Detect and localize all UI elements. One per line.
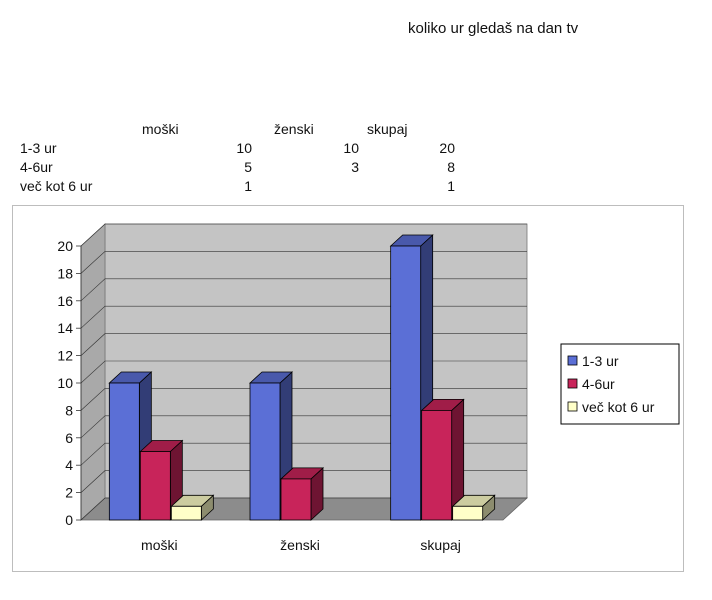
table-cell: 10 xyxy=(343,140,359,156)
bar xyxy=(280,478,312,521)
table-row: več kot 6 ur 1 1 xyxy=(20,177,455,196)
table-header-cell: ženski xyxy=(274,121,314,137)
table-cell xyxy=(252,177,359,196)
table-header-cell: moški xyxy=(142,121,179,137)
table-cell: 1 xyxy=(244,178,252,194)
bar xyxy=(249,382,281,521)
bar xyxy=(452,505,484,521)
y-tick-label: 16 xyxy=(57,293,73,309)
legend-swatch xyxy=(567,378,578,389)
gridline xyxy=(80,442,527,466)
gridline xyxy=(80,333,527,356)
table-cell: 3 xyxy=(351,159,359,175)
gridline xyxy=(80,470,527,493)
gridline xyxy=(80,305,527,329)
bar xyxy=(421,409,453,521)
bar xyxy=(108,382,140,521)
table-row-label: 4-6ur xyxy=(20,159,53,175)
table-row-label: 1-3 ur xyxy=(20,140,57,156)
table-corner xyxy=(20,120,112,139)
bar xyxy=(170,505,202,521)
x-tick-label: ženski xyxy=(280,537,320,553)
table-header-row: moški ženski skupaj xyxy=(20,120,455,139)
x-tick-label: moški xyxy=(141,537,178,553)
gridline xyxy=(80,415,527,439)
bar-chart-3d: 0 2 4 6 8 10 12 14 16 18 20 moški ženski skupaj 1-3 ur… xyxy=(57,223,680,553)
chart-legend xyxy=(560,343,680,425)
y-tick-label: 4 xyxy=(65,457,73,473)
chart-frame: 0 2 4 6 8 10 12 14 16 18 20 moški ženski skupaj 1-3 ur… xyxy=(12,205,684,572)
table-cell: 10 xyxy=(236,140,252,156)
bar xyxy=(390,245,422,521)
legend-swatch xyxy=(567,355,578,366)
y-tick-label: 12 xyxy=(57,348,73,364)
table-row-label: več kot 6 ur xyxy=(20,178,93,194)
table-cell: 20 xyxy=(439,140,455,156)
legend-label: 4-6ur xyxy=(582,376,615,392)
gridline xyxy=(80,497,527,521)
gridline xyxy=(80,360,527,384)
gridline xyxy=(80,278,527,302)
table-cell: 5 xyxy=(244,159,252,175)
y-tick-label: 2 xyxy=(65,485,73,501)
table-row: 1-3 ur 10 10 20 xyxy=(20,139,455,158)
y-tick-label: 10 xyxy=(57,375,73,391)
gridline xyxy=(80,251,527,274)
table-row: 4-6ur 5 3 8 xyxy=(20,158,455,177)
y-tick-label: 18 xyxy=(57,265,73,281)
table-cell: 8 xyxy=(447,159,455,175)
gridline xyxy=(80,388,527,411)
y-tick-label: 14 xyxy=(57,320,73,336)
y-tick-label: 8 xyxy=(65,402,73,418)
y-tick-label: 20 xyxy=(57,238,73,254)
y-tick-label: 0 xyxy=(65,512,73,528)
y-tick-label: 6 xyxy=(65,430,73,446)
page-title: koliko ur gledaš na dan tv xyxy=(408,20,579,37)
table-header-cell: skupaj xyxy=(367,121,408,137)
table-cell: 1 xyxy=(447,178,455,194)
bar xyxy=(139,451,171,521)
data-table: moški ženski skupaj 1-3 ur 10 10 20 4-6u… xyxy=(20,120,455,196)
legend-swatch xyxy=(567,401,578,412)
legend-label: 1-3 ur xyxy=(582,353,619,369)
x-tick-label: skupaj xyxy=(420,537,460,553)
legend-label: več kot 6 ur xyxy=(582,399,655,415)
gridline xyxy=(80,223,527,247)
